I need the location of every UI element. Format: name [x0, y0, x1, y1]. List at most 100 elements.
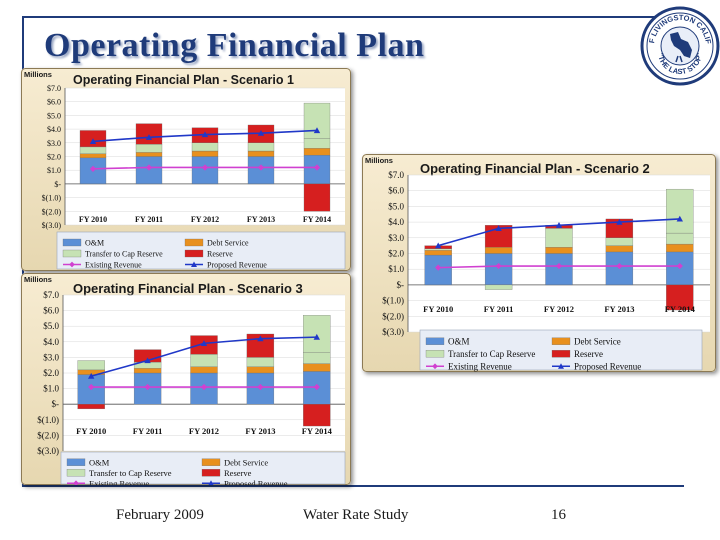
legend-label-proposed_revenue: Proposed Revenue	[224, 478, 288, 485]
city-seal-logo: CITY OF LIVINGSTON CALIFORNIA "THE LAST …	[640, 6, 720, 86]
bar-transfer	[247, 142, 275, 152]
bar-transfer	[424, 248, 452, 251]
chart-scenario-1: Operating Financial Plan - Scenario 1 Mil…	[21, 68, 351, 271]
point-proposed_revenue	[676, 215, 683, 222]
x-tick-label: FY 2010	[423, 304, 453, 314]
bar-transfer	[545, 228, 573, 248]
legend-marker-proposed_revenue	[558, 363, 564, 369]
legend-swatch-debt_service	[201, 458, 221, 466]
bar-transfer	[303, 352, 331, 364]
bar-transfer	[303, 102, 331, 139]
chart-border	[21, 68, 351, 271]
legend-label-debt_service: Debt Service	[207, 239, 249, 248]
legend-swatch-transfer	[425, 350, 445, 358]
y-tick-label: $2.0	[43, 368, 59, 378]
point-proposed_revenue	[144, 357, 151, 364]
bar-debt_service	[133, 368, 162, 374]
y-tick-label: $6.0	[43, 306, 59, 316]
legend-label-debt_service: Debt Service	[224, 457, 268, 467]
bar-debt_service	[247, 150, 275, 157]
footer-page-number: 16	[551, 507, 566, 523]
bar-debt_service	[303, 148, 331, 156]
x-tick-label: FY 2014	[665, 304, 696, 314]
point-proposed_revenue	[495, 225, 502, 231]
bar-debt_service	[191, 150, 219, 157]
footer-study-name: Water Rate Study	[303, 507, 409, 523]
y-tick-label: $3.0	[47, 139, 61, 148]
y-tick-label: $7.0	[388, 170, 404, 180]
point-proposed_revenue	[201, 131, 209, 138]
point-proposed_revenue	[200, 340, 208, 346]
chart-border	[21, 273, 351, 485]
y-tick-label: $4.0	[43, 337, 59, 347]
point-proposed_revenue	[89, 138, 97, 145]
bar-transfer	[666, 188, 694, 234]
bar-reserve	[303, 404, 331, 427]
x-tick-label: FY 2014	[302, 426, 333, 436]
legend-label-reserve: Reserve	[207, 250, 233, 259]
legend-label-om: O&M	[448, 336, 470, 346]
y-tick-label: $1.0	[47, 166, 61, 175]
point-proposed_revenue	[435, 242, 442, 249]
bar-debt_service	[79, 153, 107, 159]
unit-label: Millions	[365, 156, 393, 165]
x-tick-label: FY 2010	[76, 426, 106, 436]
bar-transfer	[303, 138, 331, 149]
chart-title: Operating Financial Plan - Scenario 2	[420, 161, 650, 176]
frame-bottom-rule	[22, 485, 684, 487]
legend-box	[60, 451, 346, 485]
x-tick-label: FY 2010	[79, 215, 107, 224]
legend-swatch-om	[66, 458, 86, 466]
bar-transfer	[79, 146, 107, 154]
x-tick-label: FY 2012	[189, 426, 219, 436]
bar-reserve	[303, 183, 331, 212]
chart-svg: Operating Financial Plan - Scenario 2 Mil…	[362, 154, 716, 372]
legend-label-transfer: Transfer to Cap Reserve	[85, 250, 163, 259]
y-tick-label: $-	[52, 399, 60, 409]
bar-transfer	[666, 232, 694, 245]
x-tick-label: FY 2013	[245, 426, 275, 436]
bar-transfer	[191, 142, 219, 152]
bar-transfer	[246, 357, 275, 367]
bar-transfer	[190, 354, 218, 367]
legend-marker-proposed_revenue	[191, 261, 197, 267]
bar-debt_service	[666, 243, 694, 253]
chart-svg: Operating Financial Plan - Scenario 1 Mil…	[21, 68, 351, 271]
legend-swatch-om	[425, 337, 445, 345]
y-tick-label: $5.0	[43, 321, 59, 331]
legend-label-debt_service: Debt Service	[574, 336, 621, 346]
y-tick-label: $(1.0)	[382, 296, 404, 306]
point-proposed_revenue	[257, 335, 264, 342]
chart-title: Operating Financial Plan - Scenario 3	[73, 281, 303, 296]
bar-debt_service	[484, 247, 513, 254]
legend-swatch-om	[62, 238, 82, 247]
y-tick-label: $-	[397, 280, 405, 290]
bar-reserve	[77, 404, 105, 410]
legend-label-existing_revenue: Existing Revenue	[89, 478, 149, 485]
legend-label-proposed_revenue: Proposed Revenue	[207, 261, 267, 270]
bar-transfer	[484, 284, 513, 290]
y-tick-label: $(1.0)	[42, 194, 62, 203]
point-proposed_revenue	[313, 333, 320, 340]
legend-swatch-debt_service	[184, 238, 204, 247]
legend-swatch-reserve	[201, 469, 221, 477]
y-tick-label: $6.0	[388, 186, 404, 196]
x-tick-label: FY 2013	[247, 215, 275, 224]
legend-label-om: O&M	[85, 239, 104, 248]
y-tick-label: $(1.0)	[37, 415, 59, 425]
x-tick-label: FY 2011	[484, 304, 514, 314]
chart-scenario-3: Operating Financial Plan - Scenario 3 Mil…	[21, 273, 351, 485]
y-tick-label: $4.0	[47, 125, 61, 134]
point-proposed_revenue	[145, 134, 153, 140]
legend-label-om: O&M	[89, 457, 110, 467]
frame-top-rule	[22, 16, 702, 18]
legend-swatch-transfer	[62, 249, 82, 258]
y-tick-label: $(3.0)	[37, 446, 59, 456]
bar-debt_service	[303, 363, 331, 372]
legend-swatch-debt_service	[551, 337, 571, 345]
x-tick-label: FY 2011	[135, 215, 163, 224]
bar-debt_service	[190, 366, 218, 374]
point-existing_revenue	[201, 164, 209, 171]
chart-svg: Operating Financial Plan - Scenario 3 Mil…	[21, 273, 351, 485]
bar-transfer	[605, 237, 634, 246]
